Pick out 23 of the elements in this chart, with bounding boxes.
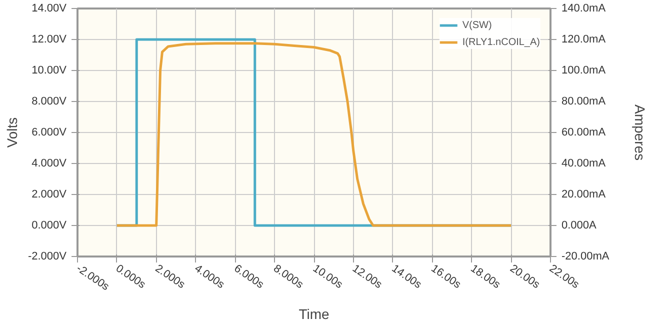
- y2-tick-label: 80.00mA: [562, 96, 606, 108]
- y-tick-label: 8.000V: [32, 96, 68, 108]
- y-tick-label: -2.000V: [28, 250, 68, 262]
- y2-tick-label: 20.00mA: [562, 188, 606, 200]
- legend-label: I(RLY1.nCOIL_A): [462, 36, 540, 48]
- y2-tick-label: 60.00mA: [562, 126, 606, 138]
- y2-tick-label: 140.0mA: [562, 2, 606, 14]
- y2-tick-label: 120.0mA: [562, 34, 606, 46]
- y-tick-label: 6.000V: [32, 126, 68, 138]
- y-tick-label: 10.00V: [32, 64, 68, 76]
- y-tick-label: 4.000V: [32, 158, 68, 170]
- y2-tick-label: 100.0mA: [562, 64, 606, 76]
- y2-tick-label: -20.00mA: [562, 250, 610, 262]
- y-tick-label: 2.000V: [32, 188, 68, 200]
- legend-label: V(SW): [462, 20, 492, 30]
- x-axis-title: Time: [298, 306, 330, 322]
- y-tick-label: 12.00V: [32, 34, 68, 46]
- y-axis-title: Volts: [4, 117, 20, 148]
- y-tick-label: 0.000V: [32, 220, 68, 232]
- y2-axis-title: Amperes: [632, 104, 648, 161]
- y-tick-label: 14.00V: [32, 2, 68, 14]
- y2-tick-label: 40.00mA: [562, 158, 606, 170]
- y2-tick-label: 0.000A: [562, 220, 598, 232]
